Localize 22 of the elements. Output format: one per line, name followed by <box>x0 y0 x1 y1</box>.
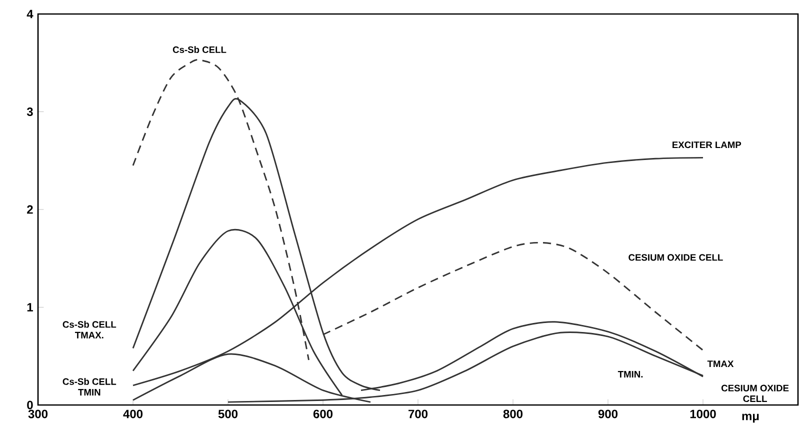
series-label: Cs-Sb CELL TMIN <box>62 378 116 396</box>
x-tick-label: 700 <box>408 410 428 418</box>
x-tick-label: 300 <box>28 410 48 418</box>
y-tick-label: 1 <box>27 303 33 312</box>
series-label: EXCITER LAMP <box>672 141 742 148</box>
text: TMIN. <box>618 371 643 378</box>
x-axis-title: mμ <box>742 414 759 423</box>
y-tick-label: 3 <box>26 107 33 116</box>
text: Cs-Sb CELL TMAX. <box>62 320 116 338</box>
y-tick-label: 2 <box>27 205 33 214</box>
y-tick-label: 0 <box>27 400 33 410</box>
series-label: Cs-Sb CELL <box>172 46 226 53</box>
y-tick-label: 4 <box>26 10 34 18</box>
series-label: TMAX <box>707 360 734 368</box>
x-tick-label: 800 <box>503 410 523 418</box>
x-tick-label: 600 <box>313 410 333 418</box>
text: CESIUM OXIDE CELL <box>628 254 723 261</box>
x-tick-label: 900 <box>598 410 618 418</box>
annotation: CESIUM OXIDE CELL <box>721 384 789 402</box>
x-tick-label: 500 <box>218 410 238 418</box>
x-tick-label: 400 <box>123 410 143 418</box>
x-tick-label: 1000 <box>690 410 716 418</box>
